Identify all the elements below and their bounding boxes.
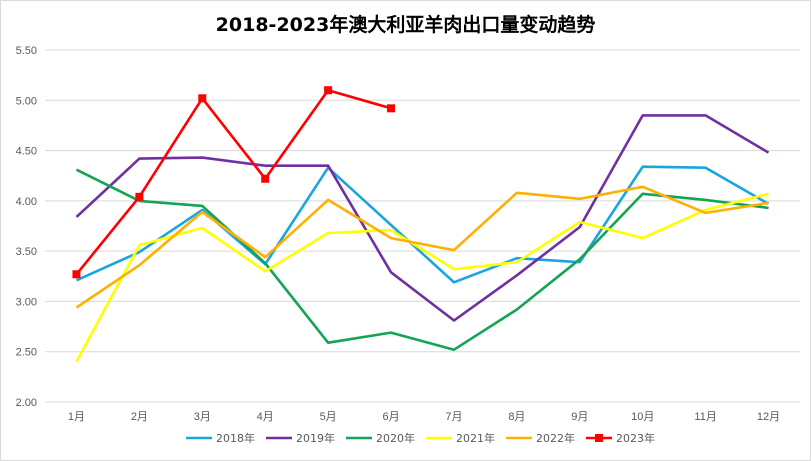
x-tick-label: 2月	[131, 411, 148, 423]
legend-label: 2018年	[216, 431, 255, 445]
data-point-marker	[135, 192, 144, 201]
data-point-marker	[387, 104, 396, 113]
y-tick-label: 5.50	[16, 45, 37, 57]
series-4	[75, 192, 769, 363]
x-tick-label: 11月	[694, 411, 716, 423]
x-axis-ticks: 1月 2月 3月 4月 5月 6月 7月 8月 9月 10月 11月 12月	[68, 411, 780, 423]
legend-item: 2021年	[426, 431, 495, 445]
series-line	[75, 165, 770, 284]
x-tick-label: 10月	[631, 411, 654, 423]
y-tick-label: 2.00	[16, 397, 37, 409]
series-6	[72, 86, 396, 279]
legend-marker	[595, 434, 603, 442]
series-1	[75, 165, 770, 284]
x-tick-label: 5月	[320, 411, 337, 423]
series-lines	[72, 86, 770, 363]
grid-lines	[45, 49, 800, 403]
y-tick-label: 2.50	[16, 347, 37, 359]
y-tick-label: 5.00	[16, 95, 37, 107]
legend: 2018年 2019年 2020年 2021年 2022年 2023年	[186, 431, 655, 445]
series-line	[75, 185, 769, 309]
y-axis-ticks: 2.00 2.50 3.00 3.50 4.00 4.50 5.00 5.50	[16, 45, 37, 409]
legend-label: 2020年	[376, 431, 415, 445]
y-tick-label: 3.50	[16, 246, 37, 258]
series-3	[75, 168, 769, 352]
chart-title: 2018-2023年澳大利亚羊肉出口量变动趋势	[215, 14, 596, 36]
legend-label: 2021年	[456, 431, 495, 445]
series-line	[75, 88, 392, 276]
series-5	[75, 185, 769, 309]
x-tick-label: 8月	[508, 411, 525, 423]
series-line	[75, 168, 769, 352]
x-tick-label: 1月	[68, 411, 85, 423]
x-tick-label: 7月	[445, 411, 462, 423]
legend-item: 2018年	[186, 431, 255, 445]
series-2	[75, 114, 770, 322]
series-line	[75, 192, 769, 363]
series-line	[75, 114, 770, 322]
legend-item: 2022年	[506, 431, 575, 445]
legend-item: 2019年	[266, 431, 335, 445]
legend-item: 2020年	[346, 431, 415, 445]
data-point-marker	[72, 270, 81, 279]
legend-label: 2019年	[296, 431, 335, 445]
data-point-marker	[261, 174, 270, 183]
data-point-marker	[324, 86, 333, 95]
x-tick-label: 12月	[757, 411, 780, 423]
legend-item: 2023年	[586, 431, 655, 445]
y-tick-label: 3.00	[16, 296, 37, 308]
x-tick-label: 9月	[571, 411, 588, 423]
y-tick-label: 4.50	[16, 146, 37, 158]
y-tick-label: 4.00	[16, 196, 37, 208]
data-point-marker	[198, 94, 207, 103]
x-tick-label: 4月	[257, 411, 274, 423]
legend-label: 2023年	[616, 431, 655, 445]
x-tick-label: 3月	[194, 411, 211, 423]
legend-label: 2022年	[536, 431, 575, 445]
x-tick-label: 6月	[382, 411, 399, 423]
